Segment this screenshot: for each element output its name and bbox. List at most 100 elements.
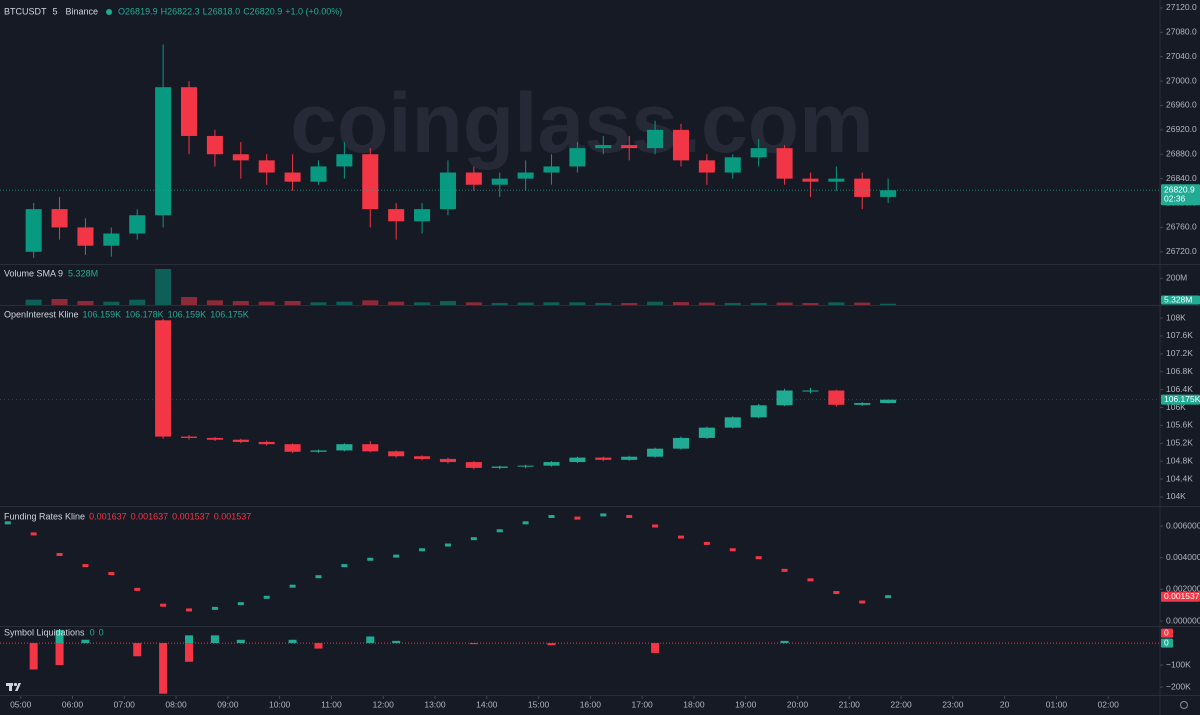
candle-body xyxy=(414,456,431,459)
candle-body xyxy=(595,145,612,149)
funding-point xyxy=(56,553,63,557)
x-tick-label: 06:00 xyxy=(62,699,84,709)
funding-point xyxy=(703,541,710,545)
candle-body xyxy=(465,462,482,468)
x-tick-label: 02:00 xyxy=(1098,699,1120,709)
candle-body xyxy=(129,215,146,234)
liquidation-bar xyxy=(236,639,245,644)
funding-point xyxy=(522,521,529,525)
candle-body xyxy=(362,154,379,210)
oi-tag: 106.175K xyxy=(1161,394,1200,405)
funding-point xyxy=(341,564,348,568)
x-tick-label: 18:00 xyxy=(683,699,705,709)
volume-bar xyxy=(51,299,68,305)
x-tick-label: 15:00 xyxy=(528,699,550,709)
funding-point xyxy=(652,524,659,528)
candle-body xyxy=(621,456,638,460)
volume-bar xyxy=(569,302,586,305)
candle-body xyxy=(465,172,482,185)
ohlc-label: H26822.3 xyxy=(161,6,200,16)
candle-body xyxy=(232,439,249,442)
candle-body xyxy=(517,465,534,467)
volume-bar xyxy=(776,302,793,305)
candle-body xyxy=(336,444,353,451)
logo-part xyxy=(13,682,18,687)
funding-point xyxy=(186,608,193,612)
funding-point xyxy=(833,591,840,595)
volume-bar xyxy=(129,299,146,305)
volume-bar xyxy=(828,302,845,305)
countdown-label: 02:36 xyxy=(1164,194,1186,204)
volume-bar xyxy=(854,302,871,305)
legend-value: 0.001637 xyxy=(131,511,169,521)
y-tick-label: 105.2K xyxy=(1166,438,1193,448)
funding-point xyxy=(600,513,607,517)
legend-value: 0 xyxy=(99,627,104,637)
candle-body xyxy=(543,166,560,173)
candle-body xyxy=(258,441,275,445)
funding-point xyxy=(807,578,814,582)
volume-bar xyxy=(724,303,741,305)
volume-bar xyxy=(750,303,767,305)
volume-bar xyxy=(698,302,715,305)
volume-bar xyxy=(336,301,353,305)
candle-body xyxy=(724,417,741,428)
x-tick-label: 05:00 xyxy=(10,699,32,709)
funding-point xyxy=(729,548,736,552)
candle-body xyxy=(543,462,560,466)
x-tick-label: 19:00 xyxy=(735,699,757,709)
candle-body xyxy=(155,87,172,216)
legend-value: 106.178K xyxy=(125,309,164,319)
x-tick-label: 01:00 xyxy=(1046,699,1068,709)
y-tick-label: 104.8K xyxy=(1166,455,1193,465)
candle-body xyxy=(776,148,793,179)
candle-body xyxy=(439,458,456,463)
funding-point xyxy=(548,515,555,519)
x-tick-label: 22:00 xyxy=(890,699,912,709)
y-tick-label: 27080.0 xyxy=(1166,27,1197,37)
legend-value: 5.328M xyxy=(68,268,98,278)
settings-icon[interactable] xyxy=(1179,700,1189,710)
funding-point xyxy=(30,532,37,536)
y-tick-label: 0.004000 xyxy=(1166,552,1200,562)
candle-body xyxy=(828,178,845,182)
y-tick-label: 26960.0 xyxy=(1166,100,1197,110)
status-dot xyxy=(106,9,113,15)
volume-bar xyxy=(802,303,819,305)
legend-value: 106.159K xyxy=(83,309,122,319)
volume-bar xyxy=(647,301,664,305)
candle-body xyxy=(232,154,249,161)
funding-point xyxy=(315,575,322,579)
candle-body xyxy=(258,160,275,173)
candle-body xyxy=(180,87,198,136)
x-tick-label: 09:00 xyxy=(217,699,239,709)
funding-point xyxy=(677,535,684,539)
y-tick-label: 104K xyxy=(1166,491,1186,501)
y-tick-label: 106K xyxy=(1166,402,1186,412)
tag-label: 0.001537 xyxy=(1164,591,1200,601)
y-tick-label: 107.6K xyxy=(1166,330,1193,340)
candle-body xyxy=(621,145,638,149)
candle-body xyxy=(206,135,223,155)
tag-box xyxy=(1161,591,1200,602)
candle-body xyxy=(388,451,405,457)
x-tick-label: 12:00 xyxy=(373,699,395,709)
volume-bar xyxy=(491,303,508,305)
y-tick-label: 27000.0 xyxy=(1166,75,1197,85)
candle-body xyxy=(517,172,534,179)
funding-point xyxy=(82,564,89,568)
y-tick-label: 0.000000 xyxy=(1166,615,1200,625)
volume-tag: 5.328M xyxy=(1161,294,1200,305)
candle-body xyxy=(388,209,405,222)
liquidation-bar xyxy=(29,643,38,670)
interval: 5 xyxy=(53,6,58,16)
candle-body xyxy=(750,148,767,158)
pane-title: Symbol Liquidations xyxy=(4,627,85,637)
liquidation-bar xyxy=(651,643,660,653)
volume-bar xyxy=(543,302,560,305)
funding-point xyxy=(755,556,762,560)
volume-bar xyxy=(25,299,42,305)
candle-body xyxy=(284,444,301,452)
x-tick-label: 17:00 xyxy=(632,699,654,709)
tag-box xyxy=(1161,295,1200,305)
